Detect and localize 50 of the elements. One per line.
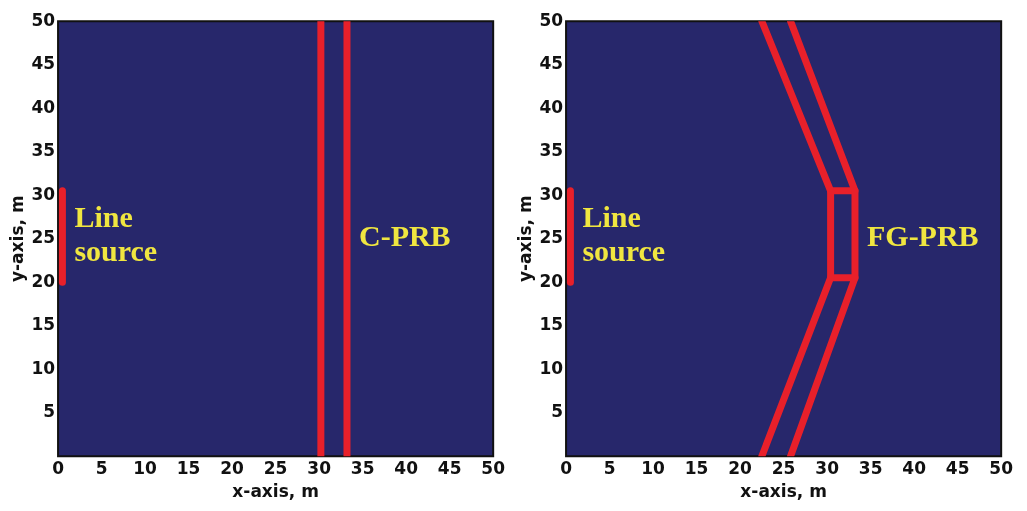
y-axis-title: y-axis, m <box>514 195 535 283</box>
x-tick-label: 10 <box>641 457 666 478</box>
x-tick-label: 25 <box>263 457 288 478</box>
y-tick-label: 40 <box>31 96 56 117</box>
y-tick-label: 15 <box>539 314 564 335</box>
y-tick-label: 35 <box>539 140 564 161</box>
x-tick-label: 25 <box>771 457 796 478</box>
x-tick-label: 35 <box>350 457 375 478</box>
y-tick-label: 15 <box>31 314 56 335</box>
x-axis-title: x-axis, m <box>232 481 319 502</box>
annotation: C-PRB <box>358 219 451 253</box>
y-tick-label: 50 <box>31 9 56 30</box>
annotation: Line source <box>74 200 158 268</box>
y-tick-label: 5 <box>551 401 564 422</box>
x-tick-label: 15 <box>176 457 201 478</box>
y-tick-label: 45 <box>31 53 56 74</box>
y-axis-title: y-axis, m <box>6 195 27 283</box>
x-tick-label: 5 <box>603 457 616 478</box>
x-tick-label: 40 <box>394 457 419 478</box>
y-tick-label: 5 <box>43 401 56 422</box>
x-axis-title: x-axis, m <box>740 481 827 502</box>
annotation: Line source <box>582 200 666 268</box>
x-tick-label: 40 <box>902 457 927 478</box>
y-tick-label: 40 <box>539 96 564 117</box>
x-tick-label: 45 <box>437 457 462 478</box>
x-tick-label: 30 <box>307 457 332 478</box>
y-tick-label: 30 <box>31 183 56 204</box>
annotation: FG-PRB <box>866 219 979 253</box>
x-tick-label: 15 <box>684 457 709 478</box>
y-tick-label: 25 <box>31 227 56 248</box>
y-tick-label: 25 <box>539 227 564 248</box>
x-tick-label: 20 <box>728 457 753 478</box>
x-tick-label: 10 <box>133 457 158 478</box>
x-tick-label: 45 <box>945 457 970 478</box>
x-tick-label: 30 <box>815 457 840 478</box>
x-tick-label: 50 <box>481 457 506 478</box>
y-tick-label: 20 <box>539 270 564 291</box>
y-tick-label: 20 <box>31 270 56 291</box>
x-tick-label: 0 <box>52 457 65 478</box>
y-tick-label: 35 <box>31 140 56 161</box>
y-tick-label: 45 <box>539 53 564 74</box>
y-tick-label: 10 <box>31 357 56 378</box>
x-tick-label: 35 <box>858 457 883 478</box>
y-tick-label: 10 <box>539 357 564 378</box>
x-tick-label: 20 <box>220 457 245 478</box>
x-tick-label: 0 <box>560 457 573 478</box>
y-tick-label: 30 <box>539 183 564 204</box>
y-tick-label: 50 <box>539 9 564 30</box>
x-tick-label: 5 <box>95 457 108 478</box>
x-tick-label: 50 <box>989 457 1014 478</box>
